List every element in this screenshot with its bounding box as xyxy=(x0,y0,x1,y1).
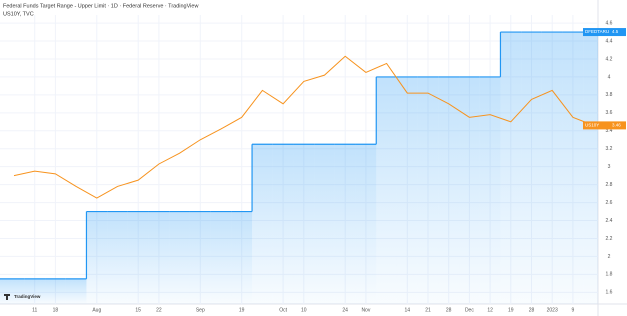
y-tick-label: 3 xyxy=(608,164,611,170)
area-segment xyxy=(314,144,335,304)
area-segment xyxy=(107,211,128,304)
area-segment xyxy=(479,76,501,304)
area-segment xyxy=(396,76,418,304)
y-tick-label: 2.4 xyxy=(606,218,613,224)
area-segment xyxy=(417,76,439,304)
series-name: DFEDTARU xyxy=(585,29,609,34)
y-tick-label: 2.2 xyxy=(606,236,613,242)
x-tick-label: Nov xyxy=(361,307,370,313)
area-segment xyxy=(24,278,46,304)
last-value: 3.46 xyxy=(612,123,621,128)
area-segment xyxy=(376,76,397,304)
y-tick-label: 4 xyxy=(608,74,611,80)
area-segment xyxy=(252,144,273,304)
area-segment xyxy=(45,278,66,304)
area-segment xyxy=(562,32,584,304)
x-tick-label: 28 xyxy=(446,307,452,313)
x-tick-label: 2023 xyxy=(547,307,558,313)
y-tick-label: 3.8 xyxy=(606,92,613,98)
area-segment xyxy=(210,211,232,304)
x-tick-label: 19 xyxy=(239,307,245,313)
area-segment xyxy=(86,211,108,304)
x-tick-label: 18 xyxy=(53,307,59,313)
area-segment xyxy=(231,211,253,304)
y-tick-label: 2.8 xyxy=(606,182,613,188)
x-tick-label: 24 xyxy=(342,307,348,313)
chart-title: Federal Funds Target Range - Upper Limit… xyxy=(3,3,198,9)
area-segment xyxy=(293,144,315,304)
x-tick-label: Dec xyxy=(465,307,474,313)
x-tick-label: Aug xyxy=(92,307,101,313)
last-value-tag xyxy=(583,121,626,130)
x-tick-label: 28 xyxy=(529,307,535,313)
watermark: TradingView xyxy=(14,294,41,299)
plot xyxy=(0,31,598,304)
series-name: US10Y xyxy=(585,123,599,128)
x-tick-label: 10 xyxy=(301,307,307,313)
area-segment xyxy=(65,278,87,304)
x-tick-label: 22 xyxy=(156,307,162,313)
last-value-tag xyxy=(583,28,626,37)
y-tick-label: 1.6 xyxy=(606,290,613,296)
y-tick-label: 4.4 xyxy=(606,38,613,44)
area-segment xyxy=(438,76,460,304)
x-tick-label: 14 xyxy=(405,307,411,313)
area-segment xyxy=(127,211,149,304)
area-segment xyxy=(459,76,480,304)
x-tick-label: 12 xyxy=(487,307,493,313)
x-tick-label: Sep xyxy=(196,307,205,313)
x-tick-label: Oct xyxy=(279,307,287,313)
area-segment xyxy=(148,211,170,304)
x-tick-label: 19 xyxy=(508,307,514,313)
area-segment xyxy=(355,144,377,304)
area-segment xyxy=(541,32,563,304)
area-segment xyxy=(272,144,294,304)
area-segment xyxy=(583,32,598,304)
x-tick-label: 9 xyxy=(572,307,575,313)
x-tick-label: 11 xyxy=(32,307,37,313)
y-tick-label: 3.4 xyxy=(606,128,613,134)
area-segment xyxy=(521,32,542,304)
last-value: 4.5 xyxy=(612,29,619,34)
chart-subtitle: US10Y, TVC xyxy=(3,11,34,17)
x-tick-label: 21 xyxy=(425,307,431,313)
area-segment xyxy=(0,278,25,304)
area-segment xyxy=(189,211,211,304)
area-segment xyxy=(500,32,522,304)
y-tick-label: 4.6 xyxy=(606,20,613,26)
x-tick-label: 15 xyxy=(135,307,141,313)
y-tick-label: 3.2 xyxy=(606,146,613,152)
y-tick-label: 3.6 xyxy=(606,110,613,116)
y-tick-label: 1.8 xyxy=(606,272,613,278)
area-segment xyxy=(169,211,190,304)
y-tick-label: 4.2 xyxy=(606,56,613,62)
area-segment xyxy=(334,144,356,304)
logo xyxy=(4,294,10,300)
y-tick-label: 2 xyxy=(608,254,611,260)
y-tick-label: 2.6 xyxy=(606,200,613,206)
series-line xyxy=(13,55,594,199)
